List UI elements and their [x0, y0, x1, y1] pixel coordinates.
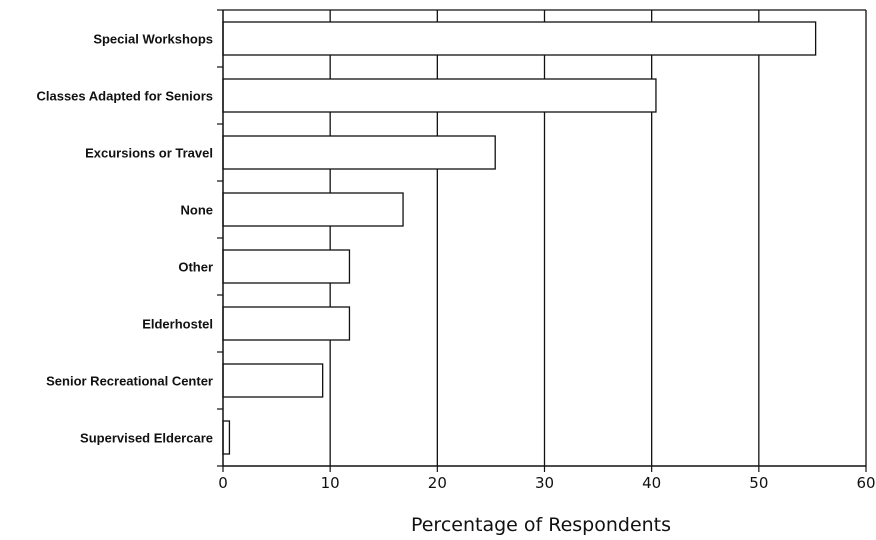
bar-6 — [222, 306, 351, 341]
category-label-5: Other — [178, 260, 213, 275]
category-label-8: Supervised Eldercare — [80, 431, 213, 446]
category-label-1: Special Workshops — [93, 32, 213, 47]
category-label-2: Classes Adapted for Seniors — [36, 89, 213, 104]
bar-8 — [222, 420, 231, 455]
category-labels: Special Workshops Classes Adapted for Sen… — [36, 32, 213, 446]
category-label-7: Senior Recreational Center — [46, 374, 213, 389]
x-tick-label-60: 60 — [856, 474, 875, 492]
x-tick-label-0: 0 — [218, 474, 228, 492]
x-tick-label-10: 10 — [321, 474, 340, 492]
bar-7 — [222, 363, 324, 398]
category-label-4: None — [181, 203, 214, 218]
bar-3 — [222, 135, 496, 170]
x-tick-label-30: 30 — [535, 474, 554, 492]
category-label-6: Elderhostel — [142, 317, 213, 332]
x-tick-label-20: 20 — [428, 474, 447, 492]
bar-5 — [222, 249, 351, 284]
x-axis: 0 10 20 30 40 50 60 — [217, 9, 876, 492]
bar-1 — [222, 21, 817, 56]
category-label-3: Excursions or Travel — [85, 146, 213, 161]
bar-2 — [222, 78, 657, 113]
x-tick-label-50: 50 — [749, 474, 768, 492]
x-tick-label-40: 40 — [642, 474, 661, 492]
bars — [222, 21, 817, 455]
bar-4 — [222, 192, 404, 227]
x-axis-title: Percentage of Respondents — [411, 514, 671, 536]
